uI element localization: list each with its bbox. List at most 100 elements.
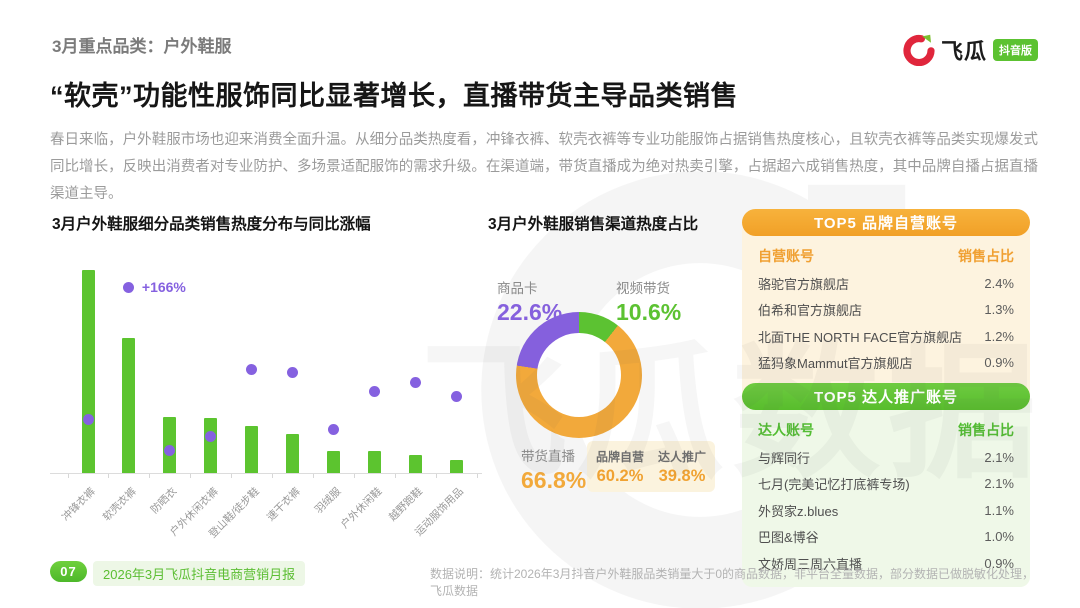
x-axis-label: 户外休闲鞋 bbox=[338, 485, 385, 532]
heat-bar bbox=[367, 451, 381, 473]
yoy-dot bbox=[164, 445, 176, 457]
slice-label: 商品卡 bbox=[497, 281, 538, 296]
card-title-pill: TOP5 达人推广账号 bbox=[742, 383, 1030, 410]
account-name: 文娇周三周六直播 bbox=[758, 556, 863, 572]
breakdown-value: 60.2% bbox=[596, 466, 644, 485]
x-axis-label: 速干衣裤 bbox=[264, 485, 303, 524]
breakdown-influencer: 达人推广 39.8% bbox=[658, 448, 706, 486]
x-axis-label: 防晒衣 bbox=[148, 485, 180, 517]
page-number-badge: 07 bbox=[50, 561, 87, 582]
heat-bar bbox=[326, 451, 340, 473]
donut-hole bbox=[537, 333, 621, 417]
donut-chart bbox=[516, 312, 642, 438]
col-account: 达人账号 bbox=[758, 422, 814, 438]
axis-tick bbox=[149, 474, 151, 478]
table-row: 与辉同行 2.1% bbox=[758, 444, 1014, 471]
col-account: 自营账号 bbox=[758, 248, 814, 264]
sales-share: 1.3% bbox=[984, 302, 1014, 318]
account-name: 伯希和官方旗舰店 bbox=[758, 303, 863, 319]
heat-bar bbox=[408, 454, 422, 473]
account-name: 猛犸象Mammut官方旗舰店 bbox=[758, 356, 913, 372]
top5-brand-card: TOP5 品牌自营账号 自营账号 销售占比 骆驼官方旗舰店 2.4% 伯希和官方旗舰… bbox=[742, 209, 1030, 413]
live-breakdown-box: 品牌自营 60.2% 达人推广 39.8% bbox=[587, 441, 715, 492]
data-disclaimer: 数据说明：统计2026年3月抖音户外鞋服品类销量大于0的商品数据，非平台全量数据… bbox=[430, 567, 1035, 598]
yoy-dot bbox=[123, 281, 135, 293]
callout-goods-card: 商品卡 22.6% bbox=[497, 277, 562, 326]
summary-paragraph: 春日来临，户外鞋服市场也迎来消费全面升温。从细分品类热度看，冲锋衣裤、软壳衣裤等… bbox=[50, 132, 1038, 202]
yoy-dot bbox=[205, 430, 217, 442]
influencer-rows: 与辉同行 2.1% 七月(完美记忆打底裤专场) 2.1% 外贸家z.blues 1.1% 巴… bbox=[758, 444, 1014, 577]
breakdown-value: 39.8% bbox=[658, 466, 706, 485]
card-body: 自营账号 销售占比 骆驼官方旗舰店 2.4% 伯希和官方旗舰店 1.3% 北面THE N… bbox=[742, 222, 1030, 413]
breakdown-label: 品牌自营 bbox=[595, 449, 644, 464]
axis-tick bbox=[312, 474, 314, 478]
yoy-annotation: +166% bbox=[141, 279, 186, 295]
heat-bar bbox=[286, 434, 299, 473]
brand-badge: 抖音版 bbox=[993, 39, 1038, 61]
col-share: 销售占比 bbox=[958, 248, 1014, 264]
table-row: 巴图&博谷 1.0% bbox=[758, 524, 1014, 551]
account-name: 骆驼官方旗舰店 bbox=[758, 276, 850, 292]
card-body: 达人账号 销售占比 与辉同行 2.1% 七月(完美记忆打底裤专场) 2.1% 外贸家z.… bbox=[742, 396, 1030, 587]
table-row: 骆驼官方旗舰店 2.4% bbox=[758, 270, 1014, 297]
heat-bar bbox=[449, 460, 463, 473]
table-row: 外贸家z.blues 1.1% bbox=[758, 497, 1014, 524]
yoy-dot bbox=[246, 364, 258, 376]
pie-chart-title: 3月户外鞋服销售渠道热度占比 bbox=[488, 216, 699, 233]
axis-tick bbox=[272, 474, 274, 478]
callout-video: 视频带货 10.6% bbox=[616, 277, 681, 326]
axis-tick bbox=[108, 474, 110, 478]
table-row: 猛犸象Mammut官方旗舰店 0.9% bbox=[758, 350, 1014, 377]
bar-chart-plot: 冲锋衣裤 软壳衣裤 防晒衣 户外休闲衣裤 登山鞋/徒步鞋 速干衣裤 羽绒服 户外休闲鞋 越野跑鞋… bbox=[50, 255, 482, 541]
table-row: 北面THE NORTH FACE官方旗舰店 1.2% bbox=[758, 323, 1014, 350]
breakdown-label: 达人推广 bbox=[657, 449, 706, 464]
x-axis-label: 羽绒服 bbox=[312, 485, 344, 517]
axis-tick bbox=[435, 474, 437, 478]
sales-share: 1.2% bbox=[984, 328, 1014, 344]
slice-value: 22.6% bbox=[497, 299, 563, 325]
slice-label: 视频带货 bbox=[616, 281, 670, 296]
table-row: 文娇周三周六直播 0.9% bbox=[758, 550, 1014, 577]
table-row: 伯希和官方旗舰店 1.3% bbox=[758, 297, 1014, 324]
sales-share: 0.9% bbox=[984, 355, 1014, 371]
account-name: 巴图&博谷 bbox=[758, 530, 819, 546]
axis-tick bbox=[67, 474, 69, 478]
heat-bar bbox=[204, 418, 218, 473]
brand-logo: 飞瓜 抖音版 bbox=[903, 34, 1038, 66]
yoy-dot bbox=[327, 423, 339, 435]
account-name: 七月(完美记忆打底裤专场) bbox=[758, 477, 910, 493]
section-kicker: 3月重点品类：户外鞋服 bbox=[52, 37, 232, 56]
heat-bar bbox=[163, 416, 177, 473]
heat-bar bbox=[81, 270, 95, 473]
sales-share: 1.1% bbox=[984, 502, 1014, 518]
bar-chart-title: 3月户外鞋服细分品类销售热度分布与同比涨幅 bbox=[52, 216, 371, 233]
axis-tick bbox=[353, 474, 355, 478]
axis-tick bbox=[231, 474, 233, 478]
x-axis-label: 软壳衣裤 bbox=[100, 485, 139, 524]
feigua-melon-icon bbox=[903, 34, 935, 66]
yoy-dot bbox=[368, 385, 380, 397]
yoy-dot bbox=[450, 391, 462, 403]
card-columns: 达人账号 销售占比 bbox=[758, 420, 1014, 440]
x-axis-label: 冲锋衣裤 bbox=[59, 485, 98, 524]
card-columns: 自营账号 销售占比 bbox=[758, 246, 1014, 266]
axis-tick bbox=[190, 474, 192, 478]
report-name: 2026年3月飞瓜抖音电商营销月报 bbox=[93, 561, 306, 586]
table-row: 七月(完美记忆打底裤专场) 2.1% bbox=[758, 471, 1014, 498]
axis-tick bbox=[394, 474, 396, 478]
account-name: 北面THE NORTH FACE官方旗舰店 bbox=[758, 329, 963, 345]
x-axis-label: 越野跑鞋 bbox=[386, 485, 426, 524]
sales-share: 0.9% bbox=[984, 555, 1014, 571]
yoy-dot bbox=[409, 376, 421, 388]
sales-share: 2.1% bbox=[984, 476, 1014, 492]
slice-value: 66.8% bbox=[521, 467, 587, 493]
heat-bar bbox=[245, 425, 259, 473]
page-title: “软壳”功能性服饰同比显著增长，直播带货主导品类销售 bbox=[50, 81, 738, 111]
account-name: 外贸家z.blues bbox=[758, 503, 839, 519]
breakdown-brand-self: 品牌自营 60.2% bbox=[596, 448, 644, 486]
top5-influencer-card: TOP5 达人推广账号 达人账号 销售占比 与辉同行 2.1% 七月(完美记忆打底裤… bbox=[742, 383, 1030, 587]
yoy-dot bbox=[287, 366, 298, 378]
slice-label: 带货直播 bbox=[521, 449, 575, 464]
brand-name: 飞瓜 bbox=[940, 39, 987, 64]
